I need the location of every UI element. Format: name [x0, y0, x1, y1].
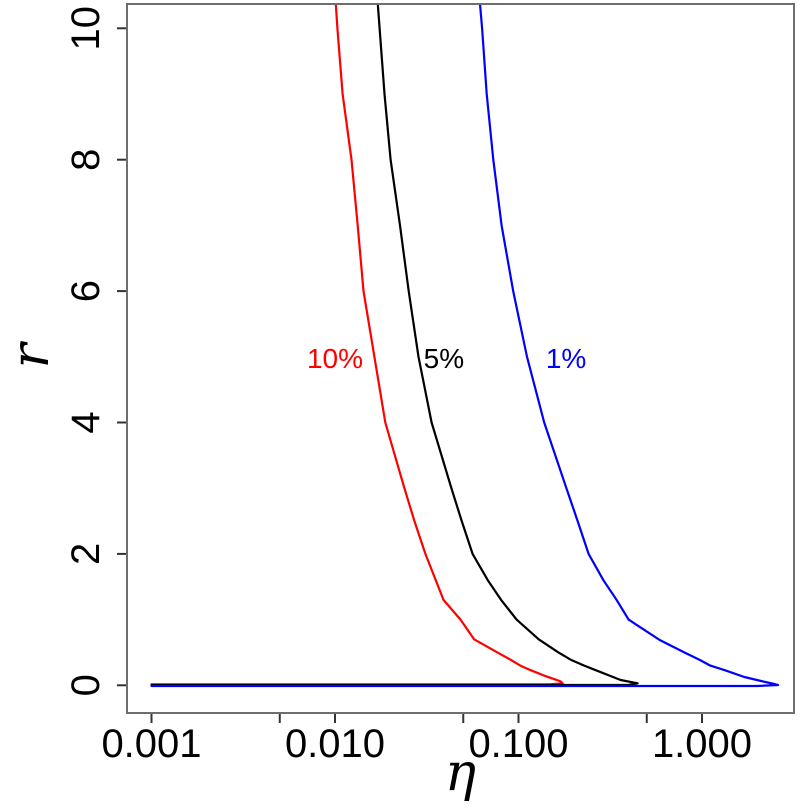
x-axis-label-eta: η [445, 743, 476, 803]
y-tick-label-2: 2 [64, 543, 108, 565]
y-tick-label-10: 10 [64, 6, 108, 51]
x-tick-label-1-000: 1.000 [652, 722, 752, 766]
x-tick-label-0-010: 0.010 [285, 722, 385, 766]
curve-label-5-percent: 5% [424, 343, 464, 374]
plot-border [126, 3, 795, 714]
y-tick-label-8: 8 [64, 149, 108, 171]
y-axis-label-r: r [1, 340, 61, 368]
y-tick-label-4: 4 [64, 411, 108, 433]
curve-1-percent [150, 4, 780, 688]
y-tick-label-0: 0 [64, 674, 108, 696]
y-tick-label-6: 6 [64, 280, 108, 302]
curve-label-10-percent: 10% [307, 343, 363, 374]
curve-label-1-percent: 1% [546, 343, 586, 374]
x-tick-label-0-100: 0.100 [468, 722, 568, 766]
x-tick-label-0-001: 0.001 [101, 722, 201, 766]
